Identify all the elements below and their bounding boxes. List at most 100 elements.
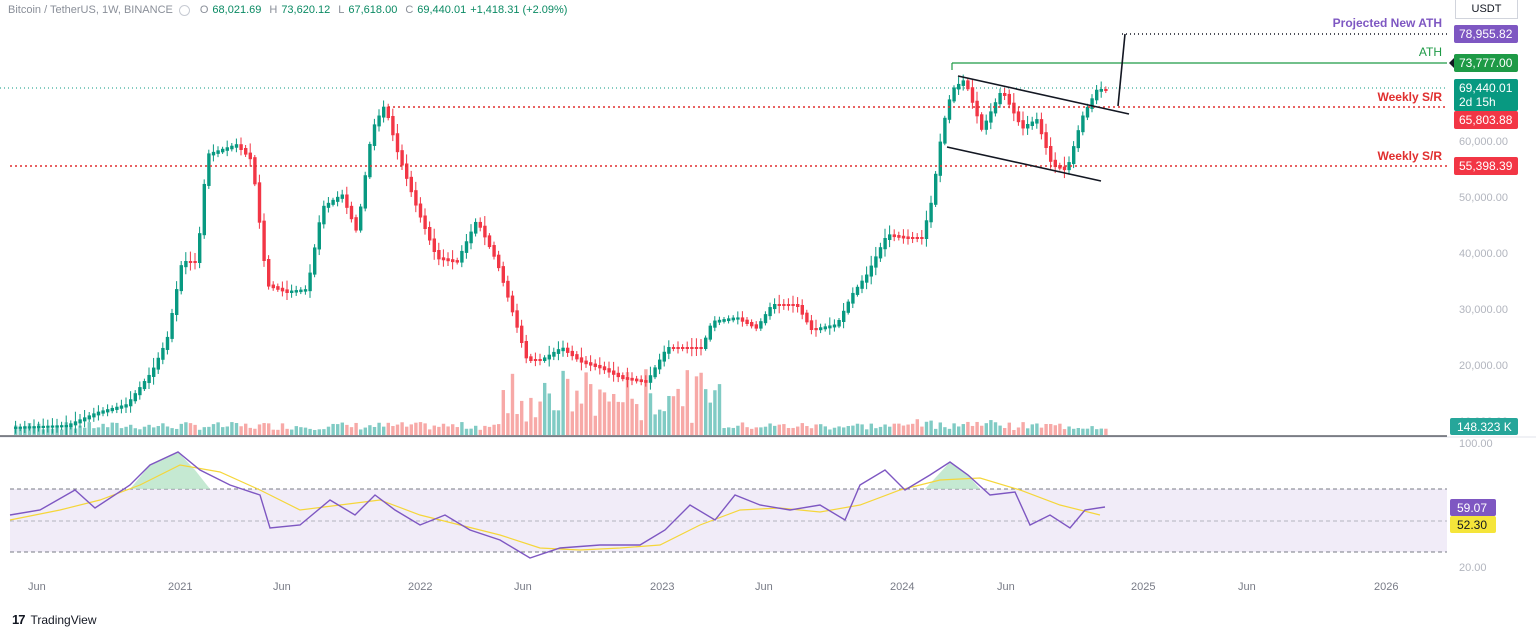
candle-body [860, 280, 864, 289]
candle-body [455, 260, 459, 263]
candle-body [782, 304, 786, 306]
volume-bar [418, 422, 423, 435]
volume-bar [138, 429, 142, 435]
volume-bar [115, 422, 119, 435]
candle-body [170, 313, 174, 339]
rsi-ma-badge-text: 52.30 [1457, 518, 1487, 532]
candle-body [280, 287, 285, 292]
ath-badge-marker [1449, 58, 1454, 68]
candle-body [727, 318, 731, 322]
candle-body [699, 347, 703, 349]
candle-body [575, 354, 579, 360]
candle-body [239, 144, 243, 150]
candle-body [653, 367, 657, 378]
candle-body [147, 374, 151, 384]
time-tick: 2021 [168, 581, 192, 593]
candle-body [566, 347, 570, 353]
candle-body [865, 274, 869, 283]
candle-body [37, 425, 41, 429]
volume-bar [354, 422, 358, 435]
candle-body [142, 381, 147, 390]
volume-bars [14, 369, 1108, 435]
flag-lower-trendline[interactable] [946, 146, 1102, 182]
candle-body [832, 324, 837, 328]
projection-arrow[interactable] [1117, 33, 1126, 107]
volume-bar [759, 427, 763, 435]
candle-body [1016, 111, 1021, 123]
volume-bar [211, 424, 216, 435]
candle-body [533, 359, 538, 361]
candle-body [934, 173, 938, 205]
flag-upper-trendline[interactable] [957, 75, 1130, 115]
candle-body [23, 426, 27, 429]
candle-body [506, 280, 510, 298]
projected-price-badge-text: 78,955.82 [1459, 27, 1513, 41]
high-label: H [269, 4, 278, 16]
candle-body [322, 205, 326, 225]
volume-bar [947, 428, 952, 435]
candle-body [579, 357, 584, 363]
volume-bar [497, 424, 501, 435]
candle-body [1012, 102, 1016, 114]
candle-body [50, 425, 55, 428]
volume-bar [621, 402, 625, 435]
candle-body [230, 145, 234, 150]
candle-body [842, 310, 846, 322]
price-tick: 30,000.00 [1459, 304, 1508, 316]
price-tick: 40,000.00 [1459, 248, 1508, 260]
currency-selector[interactable]: USDT [1455, 0, 1518, 19]
volume-bar [216, 422, 220, 435]
volume-bar [18, 428, 22, 435]
volume-bar [271, 429, 275, 435]
volume-bar [262, 423, 266, 435]
candle-body [897, 235, 901, 238]
symbol-legend[interactable]: Bitcoin / TetherUS, 1W, BINANCE O 68,021.… [8, 2, 567, 18]
volume-bar [607, 401, 611, 435]
candle-body [957, 83, 961, 90]
rsi-ma-badge [1450, 516, 1496, 533]
volume-bar [299, 427, 303, 435]
volume-bar [791, 427, 795, 435]
candle-body [819, 327, 823, 331]
volume-bar [658, 409, 662, 435]
volume-bar [386, 422, 390, 435]
candle-body [828, 325, 832, 329]
candle-body [943, 117, 947, 144]
volume-bar [837, 426, 841, 435]
volume-bar [193, 424, 197, 435]
candle-body [602, 366, 607, 371]
candle-body [980, 114, 984, 130]
low-value: 67,618.00 [348, 4, 398, 16]
candle-body [989, 111, 993, 123]
volume-bar [524, 421, 528, 435]
candle-body [690, 347, 694, 349]
candle-body [970, 87, 975, 103]
time-tick: Jun [273, 581, 291, 593]
time-tick: Jun [514, 581, 532, 593]
countdown-text: 2d 15h [1459, 95, 1496, 109]
time-tick: Jun [997, 581, 1015, 593]
tradingview-watermark[interactable]: 17 TradingView [12, 612, 97, 627]
volume-bar [851, 425, 855, 435]
volume-bar [69, 426, 73, 435]
volume-bar [1076, 427, 1080, 435]
candle-body [515, 310, 519, 328]
volume-bar [372, 426, 377, 435]
volume-bar [400, 422, 404, 435]
candle-body [685, 347, 689, 349]
rsi-value-badge-text: 59.07 [1457, 501, 1487, 515]
candle-body [253, 157, 257, 185]
volume-bar [892, 423, 896, 435]
candle-body [290, 290, 294, 293]
symbol-title[interactable]: Bitcoin / TetherUS, 1W, BINANCE [8, 4, 173, 16]
candle-body [809, 320, 814, 330]
sr-upper-badge-text: 65,803.88 [1459, 113, 1513, 127]
volume-bar [1053, 425, 1057, 435]
candle-body [464, 241, 469, 253]
candle-body [713, 320, 717, 328]
volume-bar [998, 425, 1002, 435]
volume-bar [340, 422, 344, 435]
candle-body [529, 356, 533, 361]
volume-bar [294, 426, 298, 435]
